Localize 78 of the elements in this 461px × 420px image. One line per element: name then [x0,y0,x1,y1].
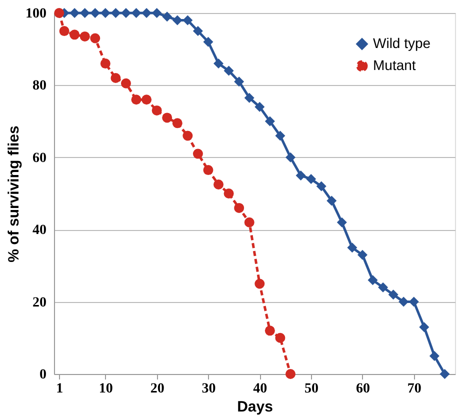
point [244,92,254,103]
point [203,165,214,176]
x-tick-label: 70 [407,382,422,396]
point [100,58,110,69]
point [90,33,100,44]
point [336,217,347,228]
x-tick-label: 1 [56,382,64,396]
point [264,326,275,336]
y-tick-label: 0 [40,368,46,382]
x-axis-title: Days [237,398,273,416]
x-tick-label: 40 [253,382,268,396]
point [214,179,224,190]
y-tick-label: 60 [32,150,46,166]
point [264,116,275,126]
point [214,58,224,69]
point [244,217,254,228]
point [296,170,306,180]
legend-label: Mutant [373,57,416,73]
point [172,15,182,26]
point [120,8,131,18]
point [70,8,80,18]
point [203,36,214,47]
point [440,369,450,379]
point [80,8,90,18]
point [285,369,296,379]
point [100,8,110,18]
point [152,8,162,18]
point [316,181,326,192]
point [182,130,193,141]
point [131,8,142,18]
point [275,332,286,343]
point [378,282,388,292]
point [80,31,90,42]
x-tick-label: 50 [304,382,319,396]
point [142,8,152,18]
point [192,148,203,159]
point [90,8,100,18]
point [326,196,337,206]
point [59,26,70,36]
point [275,130,286,141]
point [388,290,398,300]
point [368,275,378,286]
x-tick-label: 30 [202,382,216,396]
y-tick-label: 100 [26,6,46,22]
x-tick-label: 10 [98,382,113,396]
point [398,296,409,307]
point [357,250,368,260]
point [429,350,440,361]
point [254,102,265,112]
point [234,76,244,87]
y-tick-label: 80 [32,78,46,94]
point [192,26,203,36]
point [131,94,142,105]
point [142,94,152,105]
point [162,12,172,22]
point [110,8,121,18]
x-tick-label: 20 [150,382,164,396]
x-tick-label: 60 [356,382,370,396]
point [162,112,172,123]
point [306,174,316,184]
y-tick-label: 20 [32,295,46,310]
point [152,105,162,116]
point [254,278,265,289]
point [224,66,234,76]
point [70,30,80,40]
point [419,322,430,332]
y-axis-title: % of surviving flies [6,126,22,262]
point [120,78,131,88]
y-tick-label: 40 [32,223,46,238]
point [110,72,121,83]
point [347,242,358,253]
point [234,202,244,213]
point [285,152,296,162]
legend-label: Wild type [373,35,431,51]
point [182,15,193,26]
point [224,188,234,198]
point [408,296,419,307]
point [172,118,182,128]
